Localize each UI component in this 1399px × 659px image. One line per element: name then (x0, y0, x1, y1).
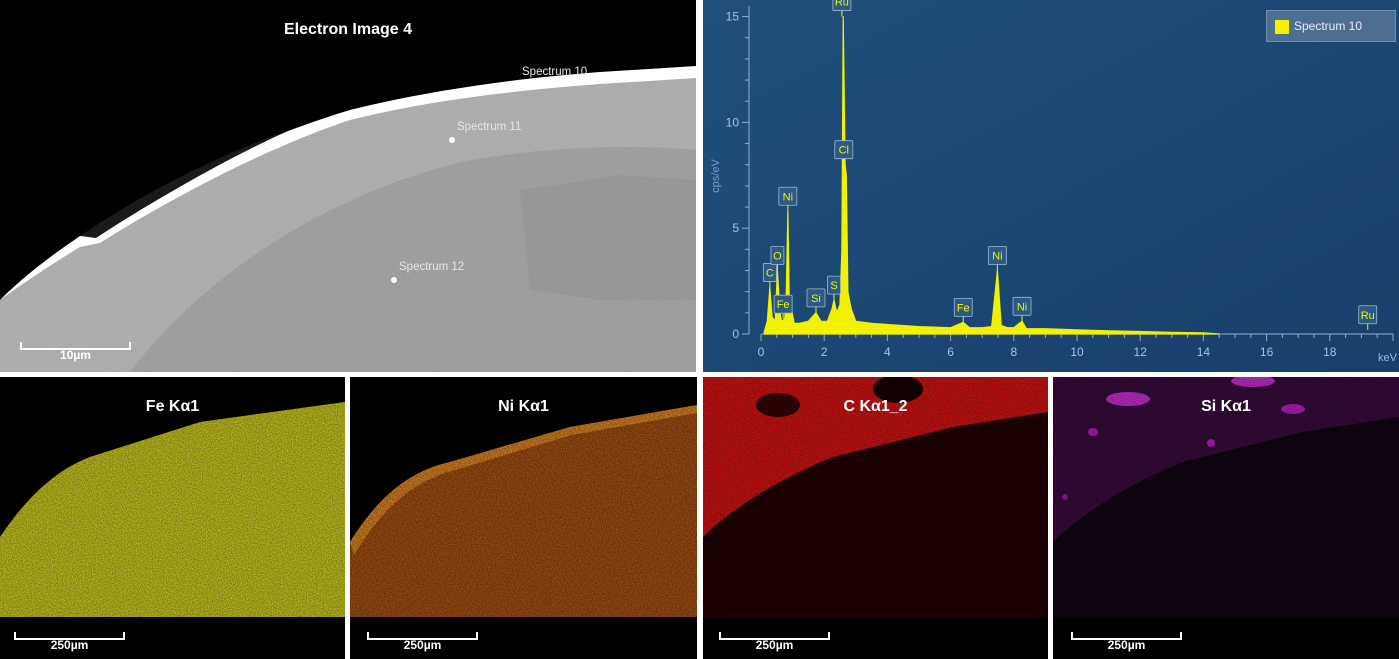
y-tick-label: 0 (732, 327, 739, 341)
spectrum-11-label: Spectrum 11 (457, 121, 522, 133)
fe-map-graphic (0, 402, 345, 659)
peak-label-o: O (770, 246, 785, 271)
fe-map-panel: Fe Kα1 250µm (0, 377, 345, 659)
spectrum-12-marker[interactable] (391, 277, 397, 283)
y-axis-label: cps/eV (709, 159, 722, 193)
y-tick-label: 15 (726, 10, 740, 24)
ni-map-title: Ni Kα1 (498, 398, 549, 415)
si-scale-bar (1071, 632, 1182, 640)
peak-label-text: Ni (1017, 301, 1027, 313)
peak-label-text: O (773, 251, 782, 263)
peak-label-fe: Fe (953, 297, 973, 323)
spectrum-panel: 0 2 4 6 8 10 12 14 16 18 0 5 10 15 C O Fe Ni Si S Ru Cl Fe Ni N… (703, 0, 1399, 372)
peak-label-s: S (827, 275, 841, 301)
electron-image-panel: Electron Image 4 Spectrum 10 Spectrum 11… (0, 0, 696, 372)
x-tick-label: 8 (1010, 345, 1017, 359)
peak-label-c: C (762, 263, 777, 288)
x-tick-label: 0 (758, 345, 765, 359)
spectrum-10-marker[interactable] (514, 83, 520, 89)
peak-label-text: Ni (992, 251, 1002, 263)
peak-label-box (987, 246, 1007, 265)
electron-scale-label: 10µm (60, 348, 91, 362)
peak-label-box (953, 297, 973, 317)
peak-label-si: Si (806, 288, 826, 313)
ni-scale-bar (367, 632, 478, 640)
spectrum-annotations: CO Fe Ni Si S Ru Cl Fe Ni Ni Ru (762, 0, 1378, 330)
spectrum-plot-background (703, 0, 1399, 372)
peak-label-text: Ru (835, 0, 849, 9)
x-tick-label: 12 (1134, 345, 1148, 359)
electron-image-title: Electron Image 4 (283, 21, 413, 38)
c-map-title: C Kα1_2 (843, 398, 908, 415)
peak-label-box (834, 140, 854, 160)
peak-label-box (778, 186, 798, 206)
peak-label-fe: Fe (773, 294, 793, 320)
legend-swatch (1275, 20, 1289, 34)
x-tick-label: 14 (1197, 345, 1211, 359)
x-tick-label: 2 (821, 345, 828, 359)
fe-scale-bar (14, 632, 125, 640)
peak-label-text: C (766, 267, 774, 279)
si-scale-label: 250µm (1107, 638, 1146, 652)
spectrum-10-label: Spectrum 10 (522, 66, 588, 78)
x-tick-label: 18 (1323, 345, 1337, 359)
ni-scale-label: 250µm (403, 638, 442, 652)
electron-image-graphic (0, 66, 696, 372)
peak-label-ru: Ru (1358, 305, 1378, 330)
peak-label-box (806, 288, 826, 308)
peak-label-box (773, 294, 793, 314)
peak-label-text: Fe (777, 299, 790, 311)
fe-map-title: Fe Kα1 (145, 398, 200, 415)
peak-label-cl: Cl (834, 140, 854, 165)
spectrum-legend[interactable]: Spectrum 10 (1266, 10, 1396, 42)
c-map-panel: C Kα1_2 250µm (703, 377, 1048, 659)
peak-label-text: Si (811, 293, 821, 305)
spectrum-chart: 0 2 4 6 8 10 12 14 16 18 0 5 10 15 CO Fe Ni Si S Ru Cl Fe Ni N… (703, 0, 1399, 372)
peak-label-box (762, 263, 777, 282)
peak-label-ni: Ni (778, 186, 798, 212)
x-tick-label: 4 (884, 345, 891, 359)
electron-scale-bar (20, 342, 131, 350)
peak-label-box (770, 246, 785, 265)
si-map-title: Si Kα1 (1201, 398, 1251, 415)
peak-label-box (827, 275, 841, 295)
spectrum-11-marker[interactable] (449, 137, 455, 143)
x-axis-unit: keV (1378, 352, 1397, 364)
fe-scale-label: 250µm (50, 638, 89, 652)
peak-label-text: Cl (839, 145, 849, 157)
c-scale-label: 250µm (755, 638, 794, 652)
c-map-graphic (703, 377, 1048, 659)
peak-label-ni: Ni (1012, 296, 1032, 322)
peak-label-text: Ru (1361, 310, 1375, 322)
spectrum-10-series (763, 16, 1220, 335)
spectrum-trace (763, 16, 1220, 335)
si-map-graphic (1053, 377, 1399, 659)
peak-label-box (832, 0, 852, 11)
x-tick-label: 10 (1070, 345, 1084, 359)
peak-label-box (1012, 296, 1032, 316)
peak-label-ru: Ru (832, 0, 852, 17)
ni-map-graphic (350, 405, 697, 659)
x-tick-label: 16 (1260, 345, 1274, 359)
ni-map-panel: Ni Kα1 250µm (350, 377, 697, 659)
peak-label-text: Ni (783, 191, 793, 203)
peak-label-text: S (830, 280, 837, 292)
peak-label-box (1358, 305, 1378, 325)
spectrum-12-label: Spectrum 12 (399, 261, 465, 273)
si-map-panel: Si Kα1 250µm (1053, 377, 1399, 659)
peak-label-ni: Ni (987, 246, 1007, 271)
y-tick-label: 5 (732, 221, 739, 235)
y-tick-label: 10 (726, 115, 740, 129)
legend-label: Spectrum 10 (1294, 19, 1363, 33)
peak-label-text: Fe (957, 302, 970, 314)
x-tick-label: 6 (947, 345, 954, 359)
c-scale-bar (719, 632, 830, 640)
